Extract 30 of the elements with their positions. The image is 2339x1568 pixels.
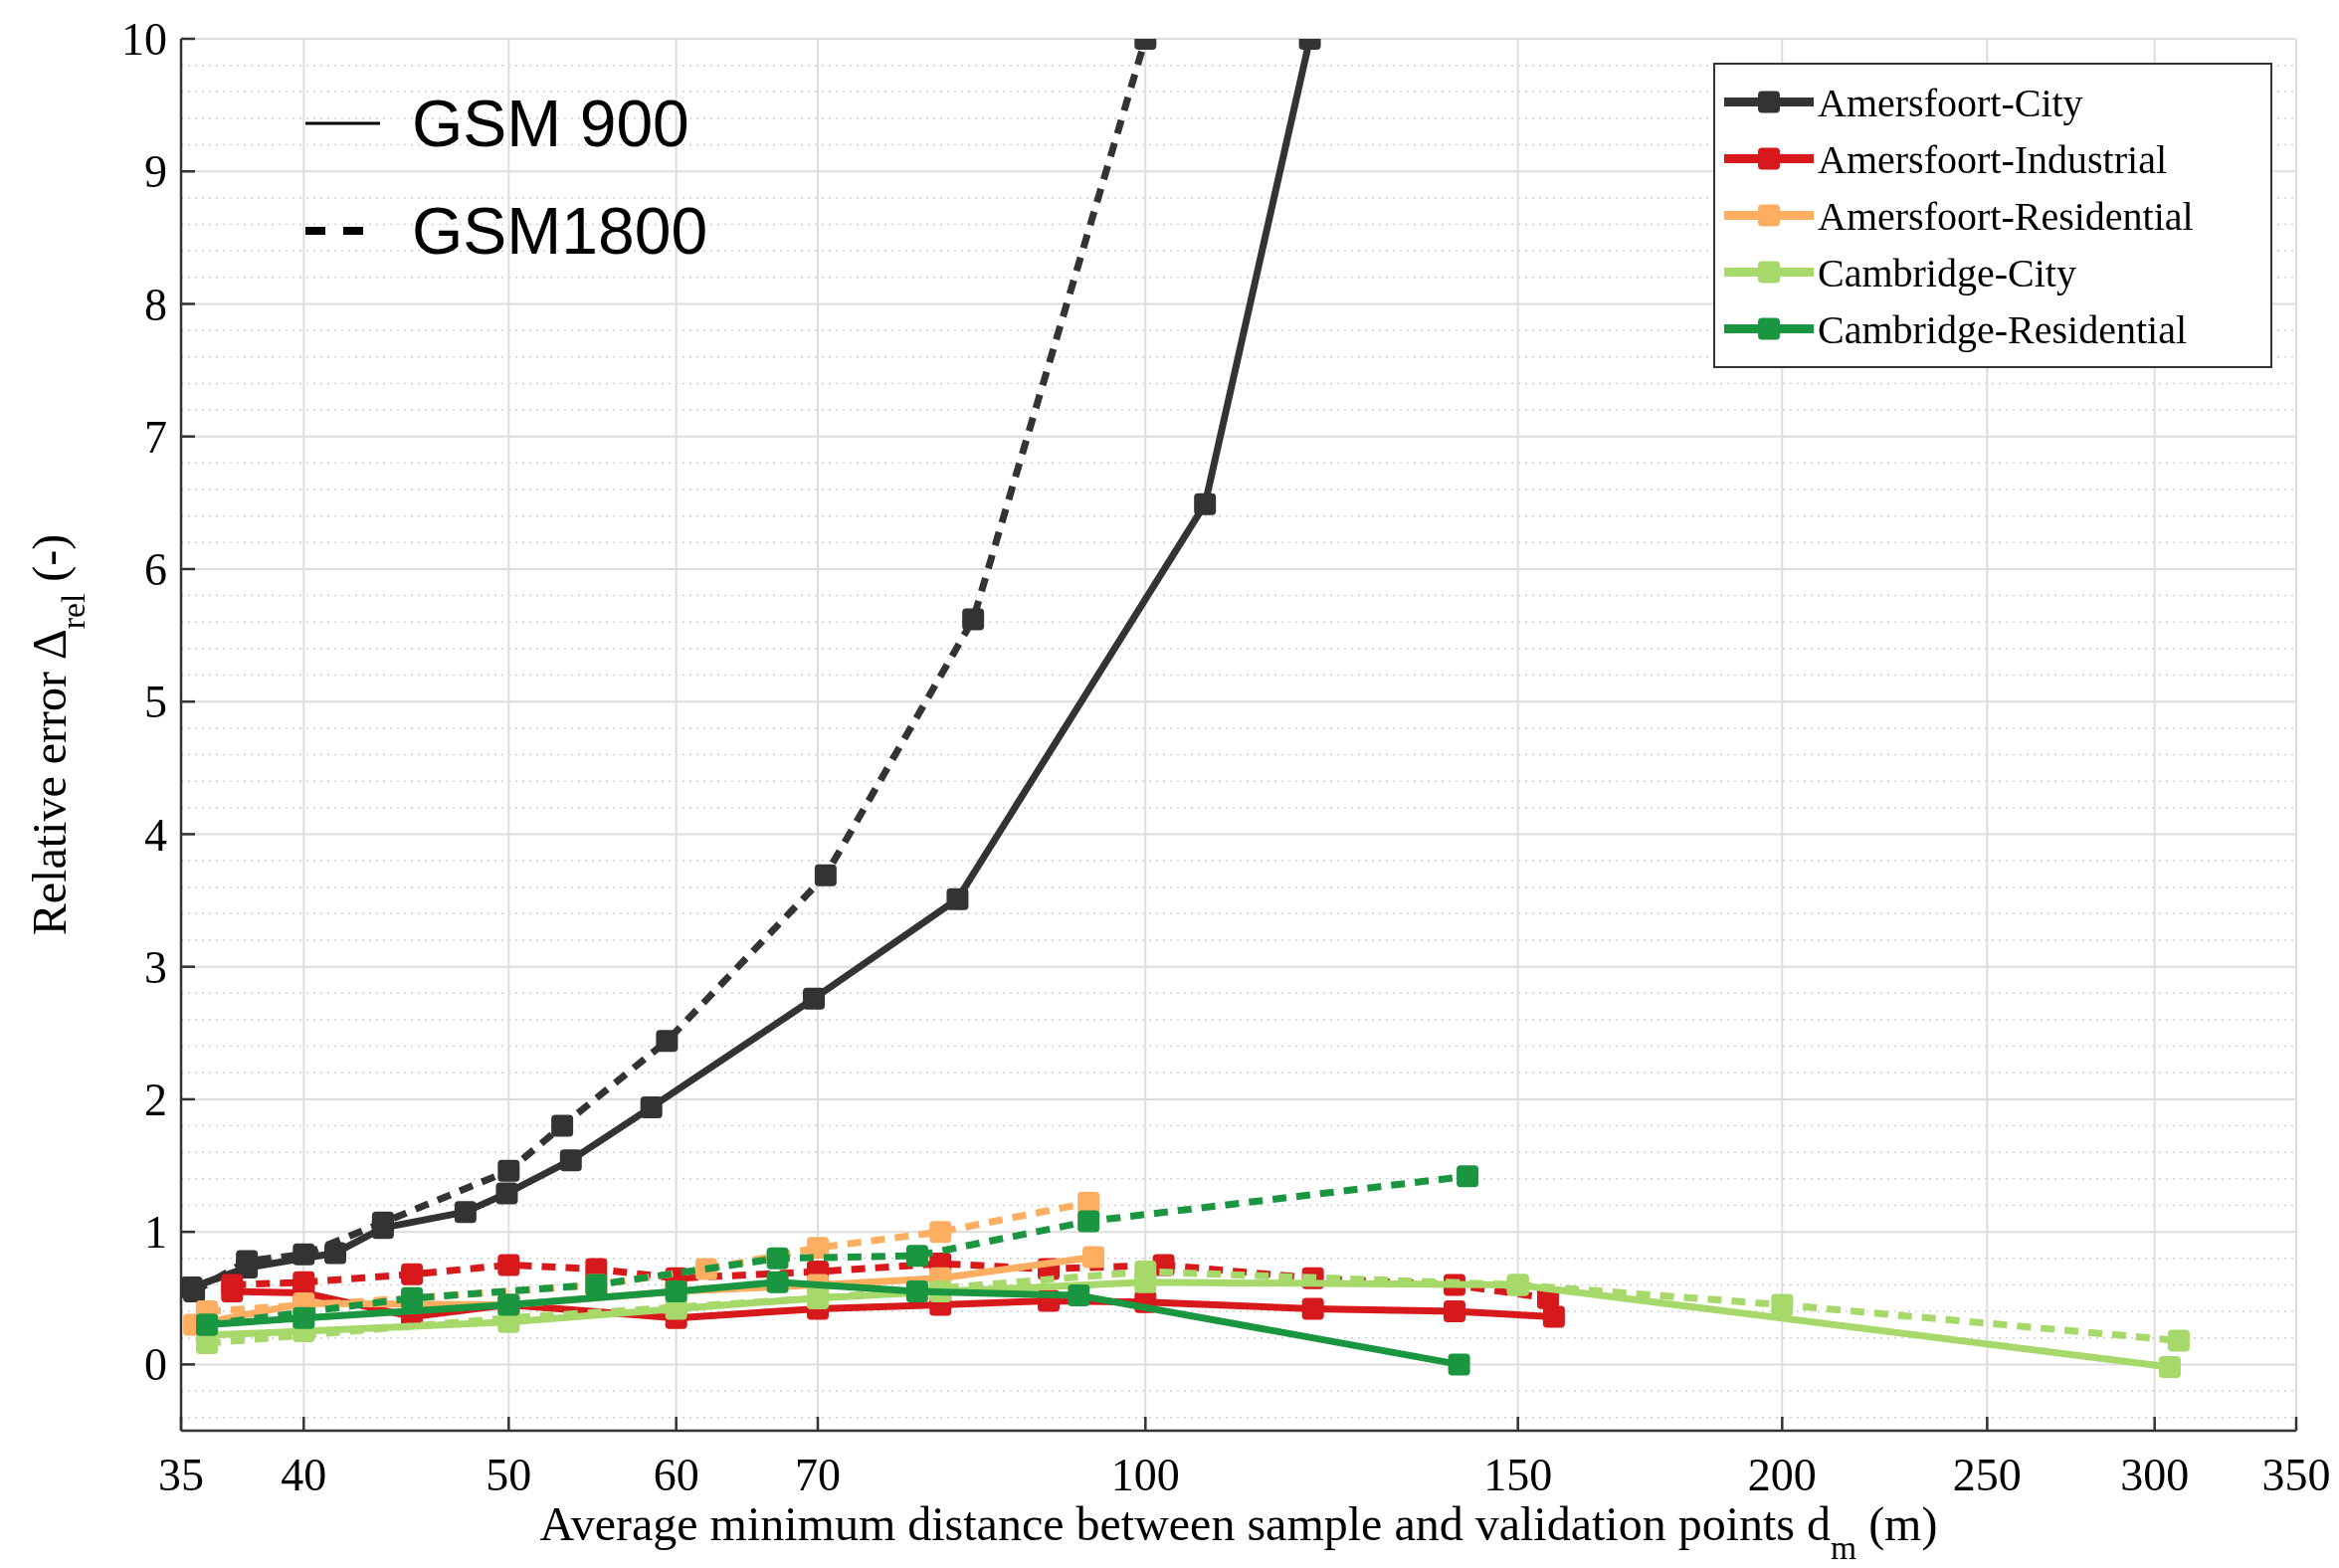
y-tick-label: 9 — [144, 146, 167, 198]
y-tick-label: 0 — [144, 1339, 167, 1391]
y-tick-label: 10 — [121, 14, 167, 66]
x-tick-label: 35 — [158, 1450, 204, 1500]
legend-label: Amersfoort-Industrial — [1818, 136, 2168, 182]
x-tick-label: 200 — [1747, 1450, 1817, 1500]
x-tick-label: 100 — [1110, 1450, 1180, 1500]
annotation: GSM1800 — [412, 194, 708, 269]
legend-label: Cambridge-Residential — [1818, 306, 2188, 352]
y-tick-label: 8 — [144, 279, 167, 330]
y-tick-label: 6 — [144, 544, 167, 596]
x-tick-label: 70 — [794, 1450, 841, 1500]
x-axis-title: Average minimum distance between sample and validation points d$_{m}$ (m) — [539, 1497, 1938, 1566]
x-tick-label: 40 — [281, 1450, 327, 1500]
y-tick-label: 3 — [144, 941, 167, 993]
y-tick-label: 7 — [144, 411, 167, 463]
x-tick-label: 50 — [486, 1450, 532, 1500]
y-tick-label: 1 — [144, 1207, 167, 1259]
annotation: GSM 900 — [412, 87, 689, 161]
legend-label: Amersfoort-City — [1818, 80, 2083, 125]
x-tick-label: 350 — [2261, 1450, 2331, 1500]
x-tick-label: 250 — [1952, 1450, 2022, 1500]
x-tick-label: 60 — [653, 1450, 699, 1500]
x-tick-label: 300 — [2120, 1450, 2190, 1500]
x-tick-label: 150 — [1483, 1450, 1553, 1500]
legend-label: Cambridge-City — [1818, 250, 2076, 295]
y-tick-label: 5 — [144, 677, 167, 728]
y-tick-label: 4 — [144, 809, 167, 861]
legend-label: Amersfoort-Residential — [1818, 193, 2194, 239]
y-tick-label: 2 — [144, 1075, 167, 1125]
